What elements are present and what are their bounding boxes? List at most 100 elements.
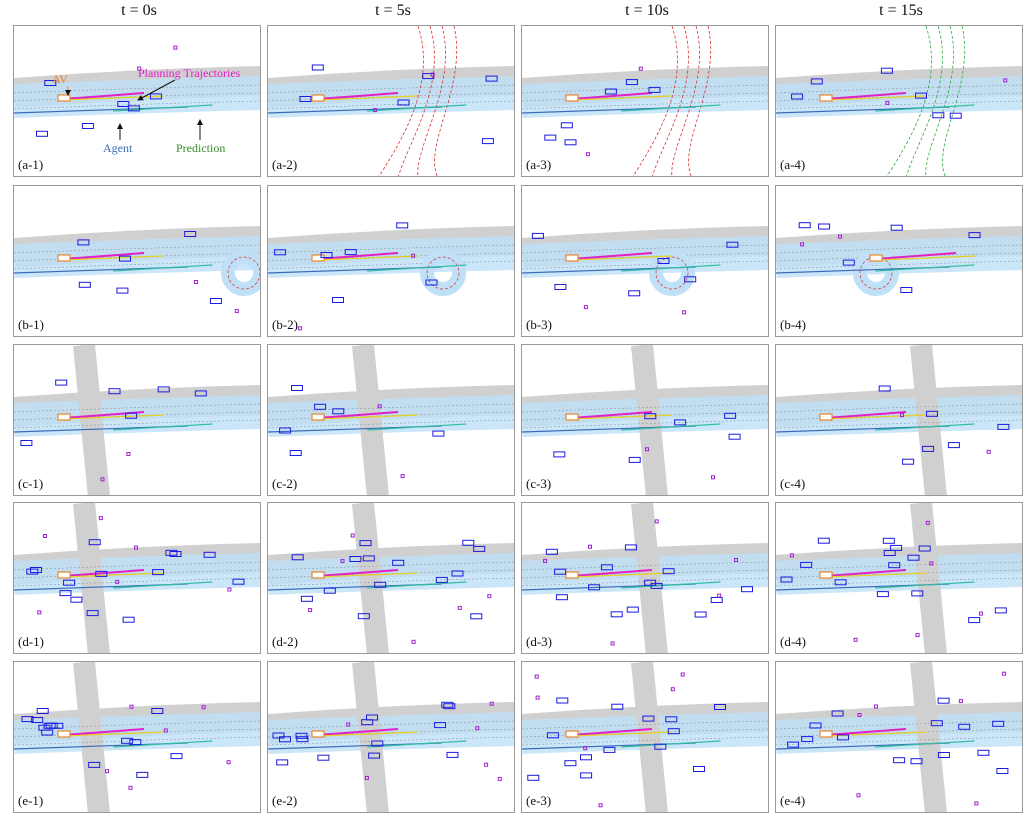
- pedestrian-marker: [838, 234, 842, 239]
- agent-box: [900, 287, 913, 293]
- cross-road: [631, 345, 668, 495]
- lane-line: [268, 419, 514, 429]
- planning-trajectory: [825, 92, 907, 100]
- panel-label: (e-1): [18, 793, 44, 808]
- conflict-lane: [886, 26, 932, 176]
- agent-box: [883, 550, 896, 556]
- scenario-panel-b-1: (b-1): [13, 185, 261, 337]
- agent-box: [560, 122, 573, 129]
- pedestrian-marker: [497, 776, 502, 781]
- agent-box: [232, 578, 245, 585]
- agent-box: [654, 743, 667, 750]
- pedestrian-marker: [297, 326, 302, 331]
- agent-box: [546, 732, 559, 739]
- pedestrian-marker: [377, 404, 382, 409]
- agent-box: [95, 570, 108, 577]
- agent-box: [462, 539, 475, 546]
- lane-line: [776, 561, 1022, 571]
- agent-box: [36, 708, 49, 714]
- scenario-map: [522, 662, 768, 812]
- agent-box: [554, 284, 567, 290]
- agent-box: [644, 579, 657, 586]
- scenario-map: [522, 226, 768, 315]
- agent-box: [77, 239, 90, 246]
- agent-box: [151, 708, 164, 714]
- panel-label: (b-2): [272, 317, 298, 332]
- pedestrian-marker: [856, 793, 861, 798]
- lane-line: [14, 84, 260, 94]
- agent-box: [791, 93, 804, 100]
- agent-box: [787, 741, 800, 748]
- cross-road: [352, 662, 389, 812]
- lane-line: [522, 736, 768, 746]
- agent-box: [435, 576, 448, 583]
- agent-box: [392, 559, 405, 566]
- cross-road: [73, 662, 110, 812]
- agent-box: [580, 754, 592, 761]
- av-vehicle: [819, 413, 833, 421]
- pedestrian-marker: [638, 66, 643, 71]
- lane-line: [268, 561, 514, 571]
- prediction-line: [621, 423, 721, 431]
- lane-line: [268, 403, 514, 413]
- conflict-lane: [632, 26, 678, 176]
- av-vehicle: [57, 571, 71, 579]
- agent-box: [842, 259, 855, 266]
- agent-box: [41, 729, 54, 736]
- column-header-t0: t = 0s: [121, 2, 157, 19]
- agent-box: [937, 697, 950, 704]
- agent-box: [588, 584, 601, 591]
- lane-line: [522, 244, 768, 254]
- agent-box: [170, 753, 183, 760]
- agent-box: [603, 746, 616, 753]
- agent-box: [780, 576, 793, 583]
- cross-road: [631, 503, 668, 653]
- scenario-panel-e-1: (e-1): [13, 661, 261, 813]
- agent-box: [604, 88, 617, 95]
- pedestrian-marker: [227, 587, 232, 592]
- agent-box: [289, 450, 302, 456]
- agent-box: [371, 740, 384, 747]
- conflict-lane: [671, 26, 700, 176]
- pedestrian-marker: [534, 674, 539, 679]
- panel-label: (d-1): [18, 634, 44, 649]
- lane-line: [776, 244, 1022, 254]
- lane-line: [776, 577, 1022, 587]
- agent-box: [122, 616, 135, 623]
- scenario-panel-e-3: (e-3): [521, 661, 769, 813]
- cross-road: [352, 345, 389, 495]
- pedestrian-marker: [857, 713, 862, 717]
- agent-box: [907, 554, 920, 561]
- agent-box: [949, 112, 962, 119]
- agent-box: [876, 591, 889, 598]
- prediction-line: [875, 423, 975, 431]
- prediction-line: [875, 264, 975, 272]
- agent-box: [127, 105, 140, 112]
- agent-box: [272, 732, 285, 739]
- agent-box: [296, 736, 309, 743]
- prediction-line: [367, 104, 467, 112]
- lane-line: [268, 720, 514, 730]
- agent-box: [611, 703, 624, 710]
- panel-label: (c-4): [780, 476, 806, 491]
- pedestrian-marker: [489, 701, 494, 706]
- scenario-panel-b-2: (b-2): [267, 185, 515, 337]
- agent-box: [481, 138, 494, 145]
- pedestrian-marker: [234, 309, 239, 314]
- agent-box: [434, 722, 447, 729]
- lane-line: [268, 84, 514, 94]
- panel-label: (e-4): [780, 793, 806, 808]
- planning-alt: [63, 572, 165, 578]
- planning-trajectory: [875, 252, 957, 260]
- pedestrian-marker: [411, 639, 416, 644]
- av-vehicle: [819, 571, 833, 579]
- panel-label: (d-2): [272, 634, 298, 649]
- av-vehicle: [565, 571, 579, 579]
- agent-box: [817, 537, 830, 544]
- scenario-map: [268, 503, 514, 653]
- agent-box: [117, 101, 130, 107]
- agent-box: [915, 92, 927, 99]
- planning-alt: [63, 731, 165, 737]
- agent-box: [667, 728, 680, 735]
- agent-box: [20, 440, 33, 446]
